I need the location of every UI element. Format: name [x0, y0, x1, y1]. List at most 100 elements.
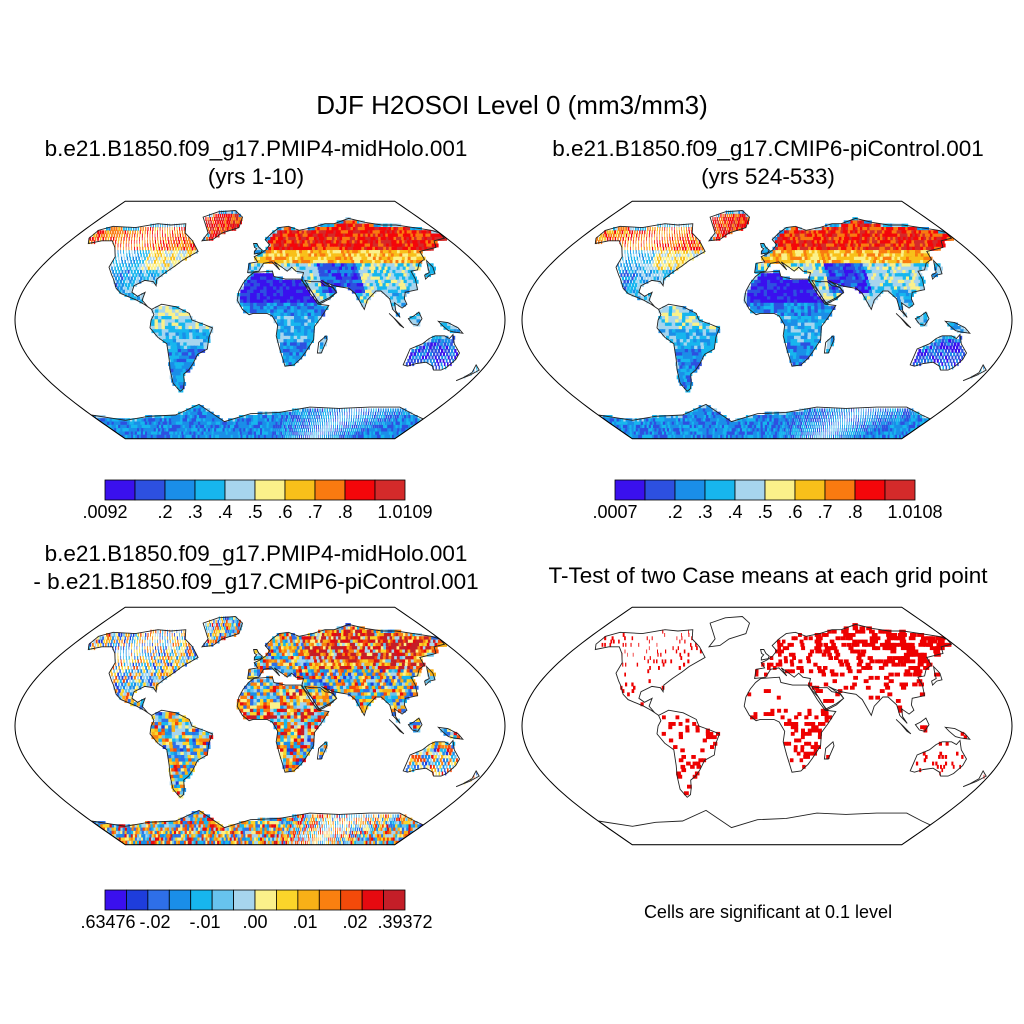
grid-cell	[799, 233, 804, 238]
grid-cell	[793, 256, 798, 261]
grid-cell	[346, 256, 352, 261]
grid-cell	[162, 335, 167, 340]
grid-cell	[229, 421, 233, 426]
grid-cell	[356, 283, 362, 287]
grid-cell	[314, 434, 316, 439]
grid-cell	[172, 355, 178, 360]
grid-cell	[623, 233, 625, 238]
grid-cell	[313, 243, 319, 248]
grid-cell	[828, 260, 834, 264]
grid-cell	[666, 230, 668, 235]
grid-cell	[316, 243, 321, 248]
grid-cell	[129, 230, 131, 235]
grid-cell	[651, 243, 653, 248]
grid-cell	[309, 415, 311, 419]
grid-cell	[634, 230, 636, 235]
grid-cell	[853, 240, 859, 245]
grid-cell	[346, 269, 351, 274]
grid-cell	[319, 418, 321, 423]
grid-cell	[282, 358, 286, 363]
grid-cell	[176, 368, 182, 373]
grid-cell	[276, 415, 279, 419]
grid-cell	[306, 246, 311, 251]
grid-cell	[822, 269, 827, 274]
grid-cell	[342, 428, 344, 433]
grid-cell	[189, 240, 191, 245]
grid-cell	[163, 243, 165, 248]
grid-cell	[782, 240, 787, 245]
grid-cell	[319, 408, 321, 413]
grid-cell	[422, 345, 426, 350]
grid-cell	[292, 243, 297, 248]
grid-cell	[145, 250, 147, 254]
grid-cell	[272, 431, 275, 436]
grid-cell	[339, 279, 345, 284]
grid-cell	[828, 269, 834, 274]
grid-cell	[211, 421, 216, 426]
grid-cell	[848, 256, 853, 261]
grid-cell	[220, 223, 223, 228]
grid-cell	[856, 256, 862, 261]
grid-cell	[835, 263, 841, 268]
grid-cell	[247, 283, 251, 287]
grid-cell	[311, 319, 315, 324]
grid-cell	[262, 421, 265, 426]
grid-cell	[360, 415, 362, 419]
grid-cell	[604, 236, 606, 241]
grid-cell	[224, 227, 227, 231]
grid-cell	[228, 434, 233, 439]
grid-cell	[695, 236, 697, 241]
grid-cell	[136, 276, 140, 281]
grid-cell	[207, 233, 210, 238]
grid-cell	[193, 342, 198, 347]
grid-cell	[718, 236, 721, 241]
grid-cell	[408, 418, 412, 423]
grid-cell	[251, 428, 255, 433]
grid-cell	[403, 273, 409, 278]
grid-cell	[851, 240, 857, 245]
grid-cell	[615, 227, 618, 231]
grid-cell	[280, 332, 285, 337]
grid-cell	[253, 266, 258, 271]
grid-cell	[786, 246, 790, 251]
grid-cell	[189, 332, 194, 337]
grid-cell	[300, 332, 305, 337]
grid-cell	[149, 253, 151, 258]
grid-cell	[132, 253, 134, 258]
grid-cell	[775, 250, 779, 254]
grid-cell	[246, 302, 251, 307]
grid-cell	[169, 342, 175, 347]
grid-cell	[269, 415, 272, 419]
grid-cell	[299, 434, 301, 439]
grid-cell	[154, 273, 157, 278]
grid-cell	[648, 236, 650, 241]
grid-cell	[166, 243, 168, 248]
grid-cell	[315, 289, 321, 294]
grid-cell	[835, 253, 840, 258]
grid-cell	[235, 220, 238, 225]
grid-cell	[122, 279, 126, 284]
grid-cell	[341, 434, 343, 439]
grid-cell	[124, 230, 127, 235]
grid-cell	[238, 217, 241, 221]
grid-cell	[827, 256, 833, 261]
grid-cell	[795, 236, 800, 241]
grid-cell	[386, 276, 392, 281]
grid-cell	[287, 329, 291, 334]
grid-cell	[868, 246, 874, 251]
grid-cell	[713, 236, 716, 241]
grid-cell	[238, 213, 241, 218]
grid-cell	[836, 256, 842, 261]
grid-cell	[650, 263, 653, 268]
grid-cell	[305, 418, 308, 423]
grid-cell	[270, 309, 275, 314]
grid-cell	[721, 220, 724, 225]
grid-cell	[253, 293, 258, 297]
grid-cell	[450, 349, 454, 353]
grid-cell	[867, 266, 873, 271]
grid-cell	[610, 233, 613, 238]
grid-cell	[388, 289, 393, 294]
grid-cell	[815, 253, 820, 258]
grid-cell	[234, 213, 237, 218]
grid-cell	[297, 302, 302, 307]
